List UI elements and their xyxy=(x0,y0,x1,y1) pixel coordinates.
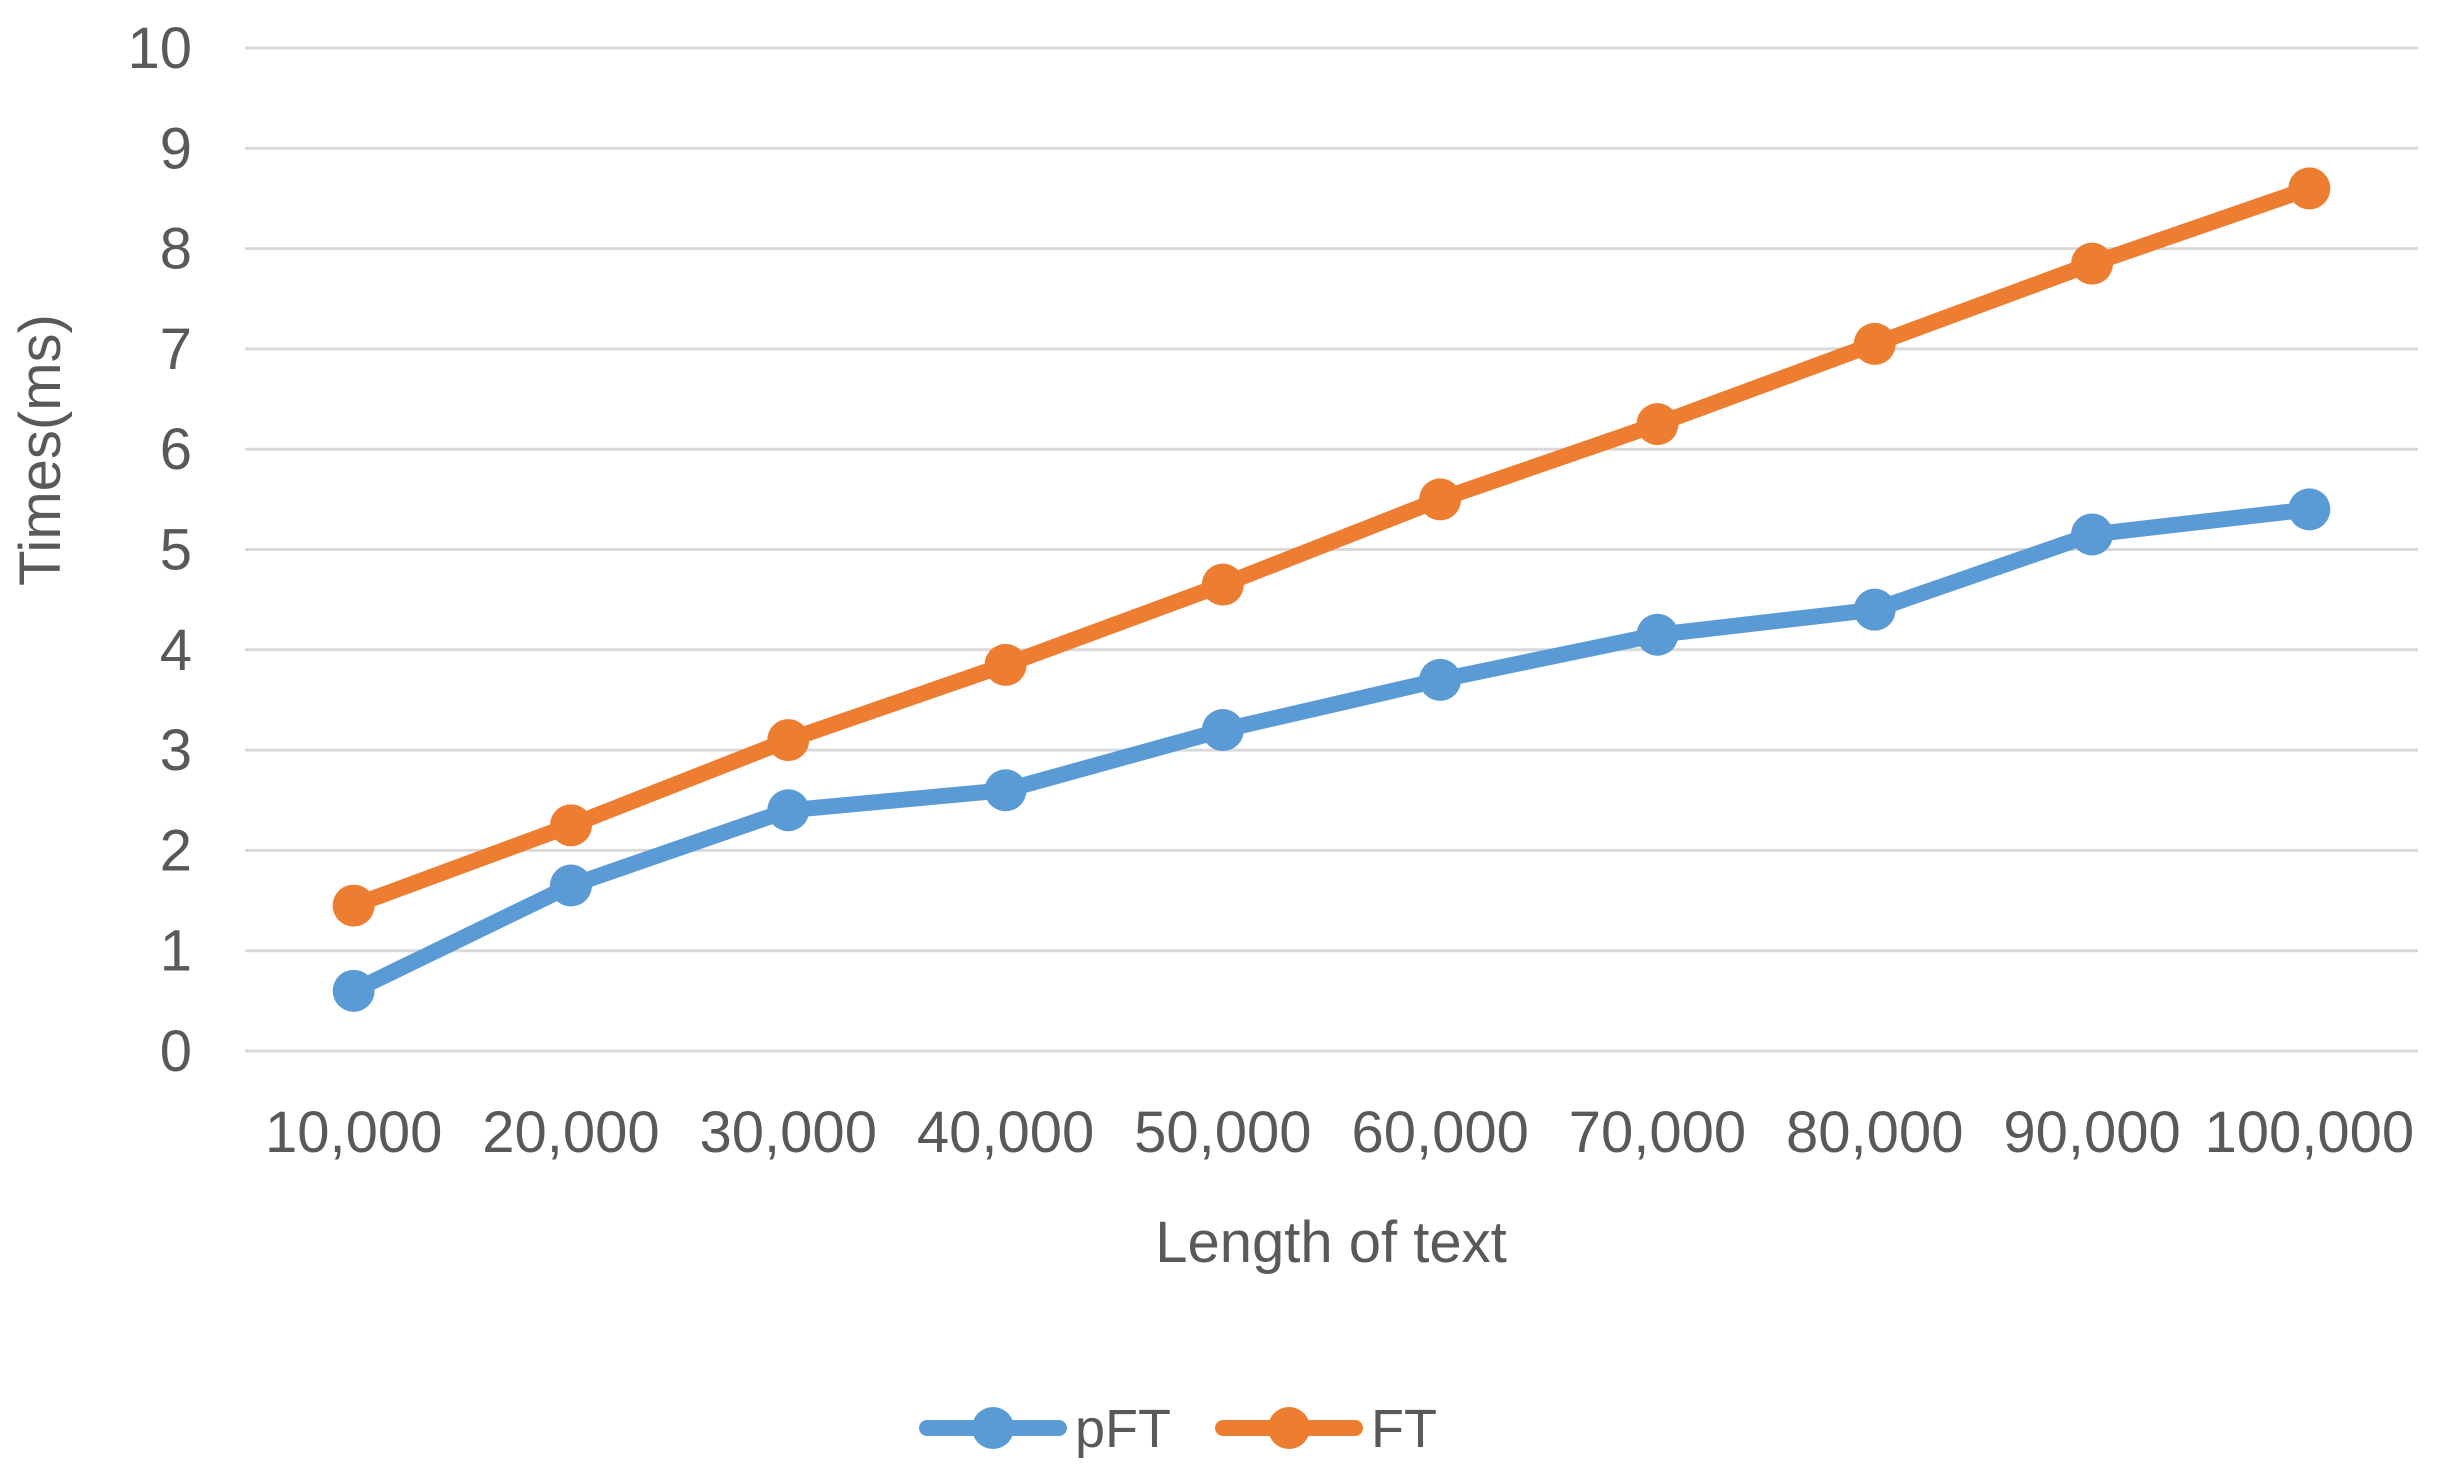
series-line-pFT xyxy=(345,501,2318,999)
legend-label-FT: FT xyxy=(1371,1399,1437,1459)
y-tick-label-3: 3 xyxy=(160,718,192,783)
data-point-FT-20,000 xyxy=(549,804,592,847)
x-tick-label-5: 50,000 xyxy=(1134,1100,1311,1165)
legend-label-pFT: pFT xyxy=(1075,1399,1171,1459)
data-point-FT-90,000 xyxy=(2071,242,2114,285)
legend-item-FT: FT xyxy=(1215,1399,1437,1459)
y-tick-label-1: 1 xyxy=(160,919,192,984)
y-tick-label-6: 6 xyxy=(160,417,192,482)
y-tick-label-5: 5 xyxy=(160,518,192,583)
data-point-pFT-80,000 xyxy=(1853,588,1896,631)
data-point-FT-100,000 xyxy=(2288,167,2331,210)
legend: pFT FT xyxy=(919,1399,1437,1459)
y-tick-label-2: 2 xyxy=(160,818,192,883)
data-point-pFT-10,000 xyxy=(332,969,375,1012)
x-axis-title: Length of text xyxy=(1155,1210,1506,1275)
data-point-pFT-40,000 xyxy=(984,769,1027,812)
x-tick-label-2: 20,000 xyxy=(482,1100,659,1165)
x-tick-label-3: 30,000 xyxy=(700,1100,877,1165)
data-point-pFT-60,000 xyxy=(1419,658,1462,701)
data-point-pFT-90,000 xyxy=(2071,513,2114,556)
data-point-pFT-100,000 xyxy=(2288,488,2331,531)
data-point-FT-60,000 xyxy=(1419,478,1462,521)
series-line-FT xyxy=(345,180,2318,914)
x-tick-label-7: 70,000 xyxy=(1569,1100,1746,1165)
y-tick-label-0: 0 xyxy=(160,1019,192,1084)
series-plot-area xyxy=(332,167,2331,1012)
y-axis-title: Times(ms) xyxy=(8,314,73,586)
x-tick-label-10: 100,000 xyxy=(2205,1100,2415,1165)
y-tick-label-9: 9 xyxy=(160,116,192,181)
data-point-FT-70,000 xyxy=(1636,403,1679,446)
data-point-pFT-70,000 xyxy=(1636,613,1679,656)
data-point-FT-50,000 xyxy=(1201,563,1244,606)
y-tick-label-4: 4 xyxy=(160,618,192,683)
x-tick-label-1: 10,000 xyxy=(265,1100,442,1165)
x-tick-label-6: 60,000 xyxy=(1351,1100,1528,1165)
x-tick-label-9: 90,000 xyxy=(2003,1100,2180,1165)
legend-marker-pFT xyxy=(972,1407,1014,1449)
data-point-FT-40,000 xyxy=(984,643,1027,686)
y-axis-tick-labels: 0 1 2 3 4 5 6 7 8 9 10 xyxy=(127,16,192,1084)
y-tick-label-10: 10 xyxy=(127,16,192,81)
y-tick-label-8: 8 xyxy=(160,217,192,282)
data-point-pFT-50,000 xyxy=(1201,709,1244,752)
data-point-pFT-20,000 xyxy=(549,864,592,907)
legend-marker-FT xyxy=(1268,1407,1311,1449)
data-point-pFT-30,000 xyxy=(767,789,810,832)
x-tick-label-4: 40,000 xyxy=(917,1100,1094,1165)
y-tick-label-7: 7 xyxy=(160,317,192,382)
data-point-FT-10,000 xyxy=(332,884,375,927)
legend-item-pFT: pFT xyxy=(919,1399,1171,1459)
x-tick-label-8: 80,000 xyxy=(1786,1100,1963,1165)
data-point-FT-80,000 xyxy=(1853,322,1896,365)
data-point-FT-30,000 xyxy=(767,719,810,762)
x-axis-tick-labels: 10,000 20,000 30,000 40,000 50,000 60,000 70,0… xyxy=(265,1100,2414,1165)
